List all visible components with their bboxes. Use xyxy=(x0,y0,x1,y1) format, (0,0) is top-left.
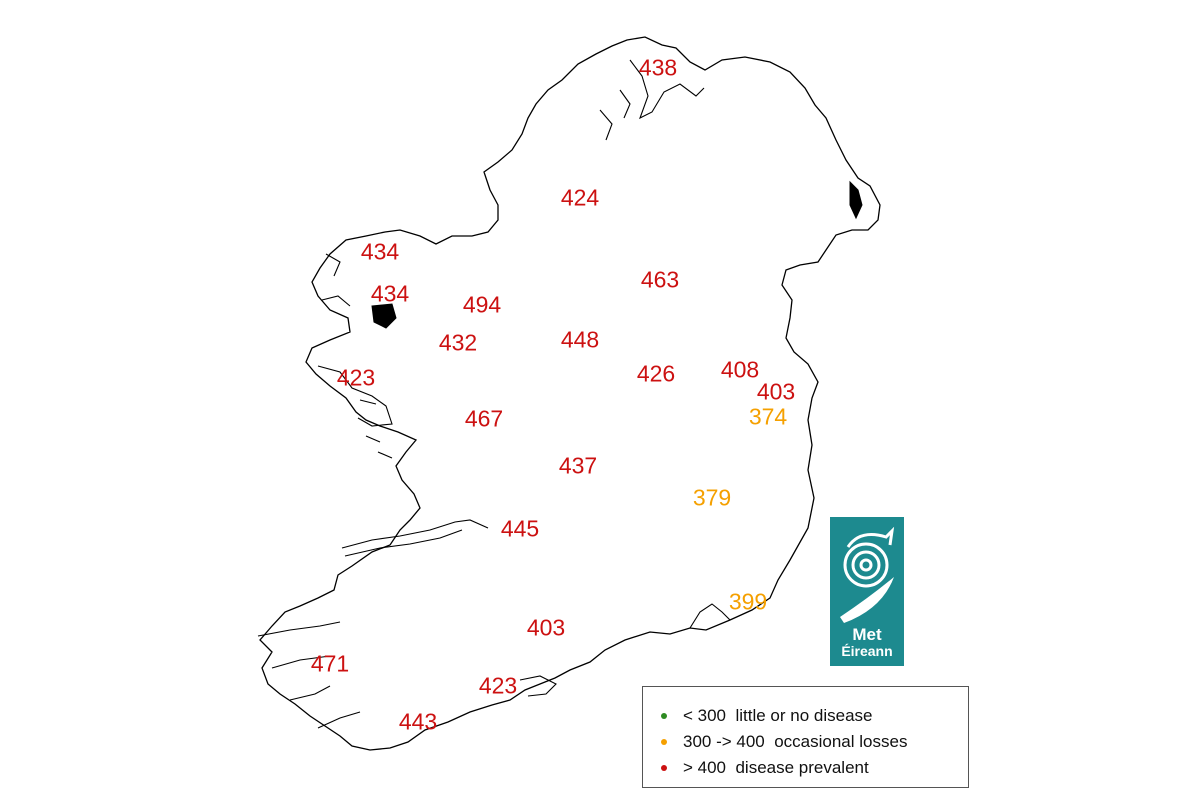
station-value: 438 xyxy=(638,54,678,81)
legend: < 300 little or no disease 300 -> 400 oc… xyxy=(642,686,969,788)
station-value: 471 xyxy=(310,650,350,677)
station-value: 403 xyxy=(756,378,796,405)
station-value: 434 xyxy=(360,238,400,265)
station-value: 443 xyxy=(398,708,438,735)
station-value: 448 xyxy=(560,326,600,353)
station-value: 463 xyxy=(640,266,680,293)
coastline-north-detail xyxy=(599,59,705,141)
station-value: 437 xyxy=(558,452,598,479)
legend-dot-red xyxy=(661,765,667,771)
legend-item: 300 -> 400 occasional losses xyxy=(661,729,968,755)
strangford-lough xyxy=(849,180,863,220)
station-value: 399 xyxy=(728,588,768,615)
logo-text-eireann: Éireann xyxy=(841,643,893,659)
coastline-main xyxy=(259,36,881,751)
station-value: 467 xyxy=(464,405,504,432)
station-value: 374 xyxy=(748,403,788,430)
legend-label: 300 -> 400 occasional losses xyxy=(683,732,908,751)
connemara-coast xyxy=(317,253,393,459)
station-value: 423 xyxy=(336,364,376,391)
legend-dot-green xyxy=(661,713,667,719)
waterford-estuary xyxy=(689,603,731,629)
legend-dot-orange xyxy=(661,739,667,745)
clew-bay xyxy=(371,303,397,329)
station-value: 445 xyxy=(500,515,540,542)
legend-label: > 400 disease prevalent xyxy=(683,758,869,777)
swirl-icon xyxy=(840,526,895,623)
legend-item: > 400 disease prevalent xyxy=(661,755,968,781)
station-value: 426 xyxy=(636,360,676,387)
cork-harbour xyxy=(519,675,557,697)
met-eireann-logo: Met Éireann xyxy=(830,517,904,666)
station-value: 379 xyxy=(692,484,732,511)
station-value: 424 xyxy=(560,184,600,211)
station-value: 403 xyxy=(526,614,566,641)
station-value: 494 xyxy=(462,291,502,318)
station-value: 432 xyxy=(438,329,478,356)
legend-item: < 300 little or no disease xyxy=(661,703,968,729)
station-value: 434 xyxy=(370,280,410,307)
station-value: 408 xyxy=(720,356,760,383)
logo-text-met: Met xyxy=(852,625,882,644)
station-value: 423 xyxy=(478,672,518,699)
kerry-peninsulas xyxy=(257,621,361,729)
legend-label: < 300 little or no disease xyxy=(683,706,873,725)
shannon-estuary xyxy=(341,519,489,557)
